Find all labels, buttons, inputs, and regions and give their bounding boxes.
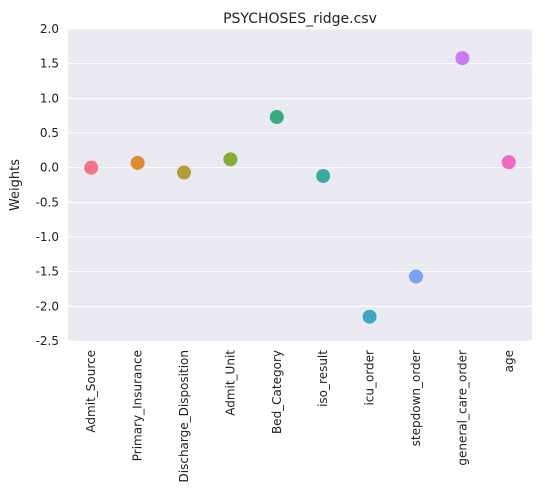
data-point: [316, 169, 330, 183]
x-tick-label: Admit_Source: [84, 350, 98, 433]
y-tick-label: -0.5: [36, 195, 59, 209]
data-point: [223, 152, 237, 166]
x-tick-label: icu_order: [363, 350, 377, 406]
data-point: [502, 155, 516, 169]
y-tick-label: 2.0: [40, 22, 59, 36]
data-point: [270, 110, 284, 124]
x-tick-label: Primary_Insurance: [131, 350, 145, 461]
x-tick-label: Discharge_Disposition: [177, 350, 191, 482]
x-tick-label: stepdown_order: [409, 350, 423, 446]
y-tick-label: 0.5: [40, 126, 59, 140]
y-tick-label: -1.0: [36, 230, 59, 244]
x-tick-label: general_care_order: [455, 350, 469, 466]
y-tick-label: -1.5: [36, 265, 59, 279]
y-tick-label: 1.5: [40, 57, 59, 71]
y-axis-label: Weights: [8, 159, 23, 211]
x-tick-label: age: [502, 350, 516, 372]
data-point: [177, 166, 191, 180]
data-point: [84, 161, 98, 175]
chart-title: PSYCHOSES_ridge.csv: [223, 11, 377, 27]
y-tick-label: -2.0: [36, 299, 59, 313]
data-point: [363, 310, 377, 324]
y-tick-labels: 2.0 1.5 1.0 0.5 0.0 -0.5 -1.0 -1.5 -2.0 -2.5: [36, 22, 59, 348]
x-tick-label: Admit_Unit: [223, 350, 237, 416]
data-point: [409, 270, 423, 284]
plot-background: [68, 29, 532, 341]
x-tick-labels: Admit_Source Primary_Insurance Discharge_D…: [84, 350, 516, 483]
y-tick-label: 1.0: [40, 91, 59, 105]
data-point: [455, 51, 469, 65]
y-tick-label: -2.5: [36, 334, 59, 348]
y-tick-label: 0.0: [40, 161, 59, 175]
x-tick-label: iso_result: [316, 350, 330, 407]
x-tick-label: Bed_Category: [270, 350, 284, 434]
data-point: [131, 156, 145, 170]
